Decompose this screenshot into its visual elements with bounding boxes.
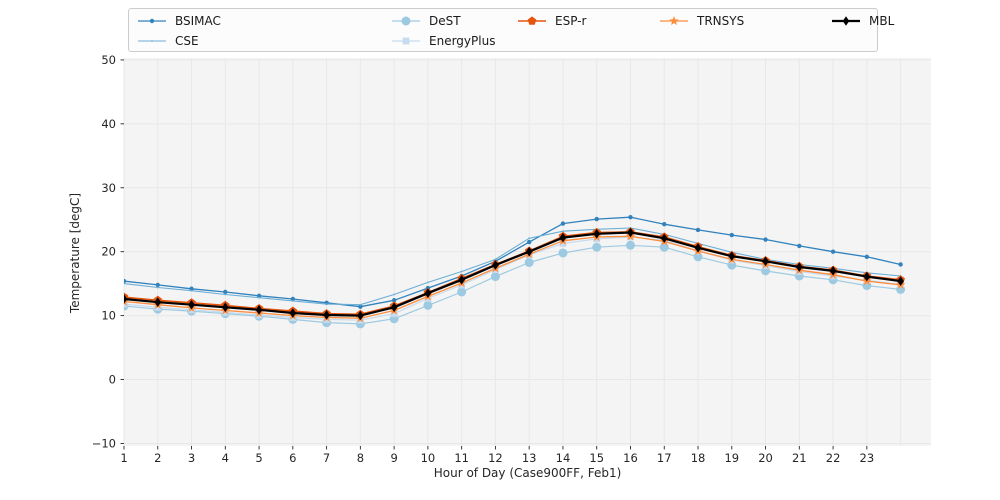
svg-text:7: 7 xyxy=(323,451,330,465)
svg-text:10: 10 xyxy=(101,309,116,323)
series-line-cse xyxy=(124,227,901,306)
series-mbl xyxy=(124,227,904,321)
square-marker-icon xyxy=(392,37,420,45)
legend-label: EnergyPlus xyxy=(429,34,496,48)
series-bsimac xyxy=(124,214,903,309)
svg-text:19: 19 xyxy=(724,451,739,465)
legend-column: TRNSYS xyxy=(659,11,744,31)
series-line-mbl xyxy=(124,231,901,317)
diamond-marker-icon xyxy=(832,16,860,26)
legend-item-bsimac: BSIMAC xyxy=(137,11,221,31)
svg-text:0: 0 xyxy=(109,373,116,387)
svg-text:11: 11 xyxy=(454,451,469,465)
svg-text:50: 50 xyxy=(101,53,116,67)
circle-marker-icon xyxy=(392,16,420,26)
legend-item-dest: DeST xyxy=(391,11,495,31)
legend-item-trnsys: TRNSYS xyxy=(659,11,744,31)
legend-item-energyplus: EnergyPlus xyxy=(391,31,495,51)
pixel-marker-icon xyxy=(138,40,166,42)
y-tick-labels: −10 0 10 20 30 40 50 xyxy=(92,53,116,451)
legend-column: MBL xyxy=(831,11,894,31)
legend-item-mbl: MBL xyxy=(831,11,894,31)
tick-marks xyxy=(120,59,868,450)
svg-text:−10: −10 xyxy=(92,436,116,450)
svg-text:21: 21 xyxy=(792,451,807,465)
legend-column: DeST EnergyPlus xyxy=(391,11,495,51)
x-axis-label: Hour of Day (Case900FF, Feb1) xyxy=(433,466,622,480)
svg-text:23: 23 xyxy=(860,451,875,465)
svg-text:10: 10 xyxy=(421,451,436,465)
svg-text:8: 8 xyxy=(357,451,364,465)
legend-label: TRNSYS xyxy=(697,14,745,28)
svg-text:15: 15 xyxy=(589,451,604,465)
svg-text:16: 16 xyxy=(623,451,638,465)
legend-label: BSIMAC xyxy=(175,14,221,28)
svg-text:1: 1 xyxy=(120,451,127,465)
legend-item-esp-r: ESP-r xyxy=(517,11,586,31)
pentagon-marker-icon xyxy=(518,16,546,25)
legend-label: CSE xyxy=(175,34,199,48)
legend-label: DeST xyxy=(429,14,461,28)
svg-text:3: 3 xyxy=(188,451,195,465)
svg-text:12: 12 xyxy=(488,451,503,465)
svg-text:4: 4 xyxy=(222,451,229,465)
y-axis-label: Temperature [degC] xyxy=(68,192,82,314)
svg-text:17: 17 xyxy=(657,451,672,465)
legend: BSIMAC CSE DeST EnergyPlus ESP-r TRNSYS MBL xyxy=(128,8,894,52)
svg-text:20: 20 xyxy=(101,245,116,259)
legend-column: BSIMAC CSE xyxy=(137,11,221,51)
series-line-trnsys xyxy=(124,235,901,319)
series-line-energyplus xyxy=(124,236,901,321)
svg-text:2: 2 xyxy=(154,451,161,465)
svg-text:13: 13 xyxy=(522,451,537,465)
dot-marker-icon xyxy=(138,18,166,24)
svg-text:18: 18 xyxy=(691,451,706,465)
legend-label: ESP-r xyxy=(555,14,587,28)
series-group xyxy=(124,214,906,329)
legend-column: ESP-r xyxy=(517,11,586,31)
x-tick-labels: 1 2 3 4 5 6 7 8 9 10 11 12 13 14 15 16 17 18 19 20 21 22 23 xyxy=(120,451,874,465)
svg-text:22: 22 xyxy=(826,451,841,465)
svg-text:9: 9 xyxy=(390,451,397,465)
svg-text:5: 5 xyxy=(255,451,262,465)
svg-text:40: 40 xyxy=(101,117,116,131)
star-marker-icon xyxy=(660,16,688,26)
series-line-dest xyxy=(124,244,901,325)
legend-label: MBL xyxy=(869,14,895,28)
legend-item-cse: CSE xyxy=(137,31,221,51)
svg-text:6: 6 xyxy=(289,451,296,465)
svg-text:14: 14 xyxy=(556,451,571,465)
svg-text:30: 30 xyxy=(101,181,116,195)
svg-text:20: 20 xyxy=(758,451,773,465)
series-line-bsimac xyxy=(124,216,901,308)
